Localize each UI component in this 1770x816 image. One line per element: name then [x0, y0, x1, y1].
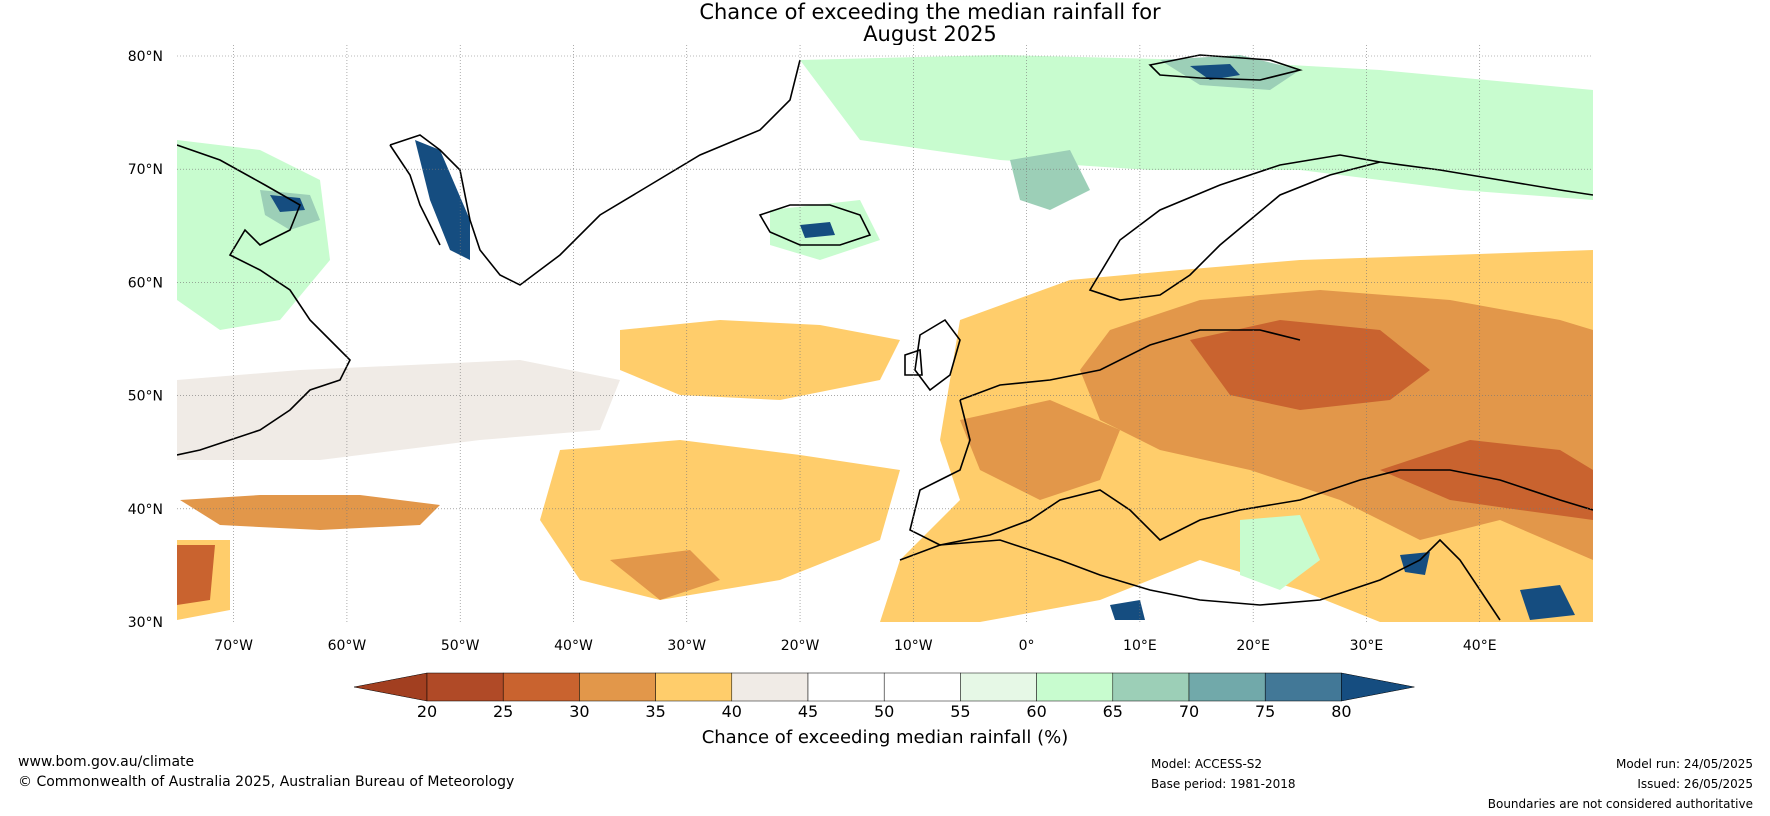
lon-label: 0°	[1019, 638, 1035, 654]
coastline-greenland	[389, 59, 801, 286]
lon-label: 30°W	[667, 638, 706, 654]
lon-label: 50°W	[441, 638, 480, 654]
dry-field-west-edge-strong	[177, 545, 215, 605]
lon-label: 20°E	[1236, 638, 1270, 654]
lon-label: 20°W	[781, 638, 820, 654]
dry-field-north-atlantic	[620, 320, 900, 400]
coastline-svalbard	[1148, 54, 1303, 81]
lat-label: 80°N	[128, 49, 163, 65]
colorbar-segment	[655, 672, 733, 702]
colorbar-tick-label: 65	[1102, 702, 1123, 721]
colorbar-label: Chance of exceeding median rainfall (%)	[701, 727, 1069, 748]
lat-label: 60°N	[128, 275, 163, 291]
colorbar-tick-label: 75	[1255, 702, 1276, 721]
colorbar-segment	[807, 672, 885, 702]
colorbar-segment	[579, 672, 656, 702]
colorbar-segment	[502, 672, 580, 702]
chart-title-line-1: Chance of exceeding the median rainfall …	[699, 0, 1161, 24]
wet-field-africa-strong	[1110, 600, 1145, 620]
lat-label: 30°N	[128, 615, 163, 631]
colorbar-tick-label: 80	[1331, 702, 1352, 721]
coastline-north-europe	[959, 329, 1301, 401]
colorbar-tick-label: 25	[493, 702, 514, 721]
lon-label: 10°E	[1123, 638, 1157, 654]
colorbar-tick-label: 30	[569, 702, 590, 721]
lat-label: 50°N	[128, 389, 163, 405]
colorbar-segment	[960, 672, 1037, 702]
colorbar-arrow-left	[353, 672, 428, 702]
near-median-field	[177, 360, 620, 460]
coastline-mediterranean-north	[909, 399, 1593, 546]
wet-field-mediterranean	[1240, 515, 1320, 590]
wet-field-greenland-strong	[415, 140, 470, 260]
colorbar-segment	[883, 672, 961, 702]
footer-base-period: Base period: 1981-2018	[1151, 777, 1296, 791]
colorbar-tick-label: 45	[797, 702, 819, 721]
colorbar-tick-label: 70	[1178, 702, 1200, 721]
lat-label: 40°N	[128, 502, 163, 518]
colorbar-arrow-right	[1341, 672, 1415, 702]
longitude-labels: 70°W 60°W 50°W 40°W 30°W 20°W 10°W 0° 10°E 20°E 30…	[214, 638, 1496, 654]
dry-field-central-europe-strong	[1190, 320, 1430, 410]
colorbar-segment	[1264, 672, 1342, 702]
wet-field-iceland-strong	[800, 222, 835, 238]
footer-model-run: Model run: 24/05/2025	[1615, 757, 1753, 771]
dry-field-black-sea-strong	[1380, 440, 1593, 520]
latitude-labels: 80°N 70°N 60°N 50°N 40°N 30°N	[128, 49, 163, 631]
map-plot-area	[177, 45, 1593, 622]
coastline-ireland	[904, 348, 923, 376]
footer-issued: Issued: 26/05/2025	[1637, 777, 1753, 791]
wet-field-baffin-strong	[270, 195, 305, 212]
colorbar-tick-label: 40	[721, 702, 742, 721]
wet-field-ocean-medium	[1010, 150, 1090, 210]
coastline-arctic-russia	[1379, 161, 1593, 196]
colorbar-tick-label: 50	[874, 702, 895, 721]
colorbar-tick-label: 20	[416, 702, 438, 721]
colorbar-segment	[1036, 672, 1114, 702]
lon-label: 70°W	[214, 638, 253, 654]
footer-disclaimer: Boundaries are not considered authoritat…	[1487, 797, 1753, 811]
colorbar-segment	[1188, 672, 1266, 702]
coastline-north-america	[177, 144, 351, 456]
footer-model: Model: ACCESS-S2	[1151, 757, 1263, 771]
footer-copyright: © Commonwealth of Australia 2025, Austra…	[18, 774, 515, 790]
chart-title-line-2: August 2025	[863, 22, 997, 46]
wet-field-middle-east-strong	[1520, 585, 1575, 620]
coastlines	[177, 54, 1593, 621]
coastline-greenland-west	[389, 144, 441, 246]
lon-label: 10°W	[894, 638, 933, 654]
coastline-britain	[914, 318, 961, 392]
probability-fields	[177, 55, 1593, 622]
lon-label: 40°E	[1463, 638, 1497, 654]
wet-field-svalbard-strong	[1190, 64, 1240, 80]
footer-website: www.bom.gov.au/climate	[18, 754, 195, 770]
colorbar-tick-label: 55	[950, 702, 971, 721]
lon-label: 30°E	[1350, 638, 1384, 654]
coastline-north-africa	[899, 538, 1501, 621]
colorbar-segment	[1112, 672, 1190, 702]
dry-field-atlantic-medium	[610, 550, 720, 600]
lat-label: 70°N	[128, 162, 163, 178]
colorbar-segment	[731, 672, 809, 702]
lon-label: 40°W	[554, 638, 593, 654]
colorbar	[353, 672, 1415, 702]
colorbar-tick-label: 35	[645, 702, 666, 721]
dry-field-france-medium	[960, 400, 1120, 500]
colorbar-tick-label: 60	[1026, 702, 1047, 721]
dry-field-40n-band	[180, 495, 440, 530]
coastline-scandinavia	[1088, 154, 1381, 301]
graticule	[177, 45, 1593, 622]
lon-label: 60°W	[328, 638, 367, 654]
colorbar-segment	[426, 672, 504, 702]
coastline-iceland	[758, 204, 872, 246]
